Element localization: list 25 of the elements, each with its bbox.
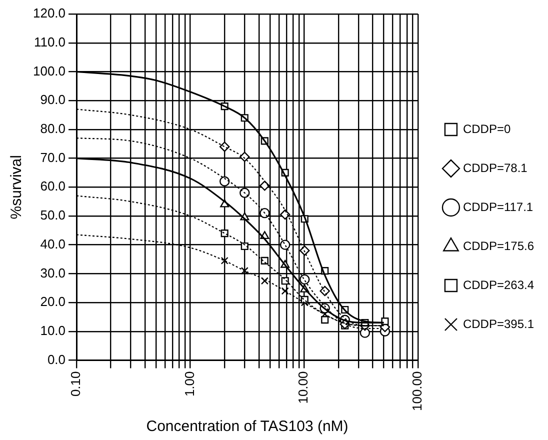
y-tick-label: 100.0 <box>32 63 66 78</box>
y-tick-label: 90.0 <box>40 92 66 108</box>
y-tick-label: 80.0 <box>40 120 66 136</box>
y-tick-label: 20.0 <box>40 294 66 310</box>
y-tick-label: 50.0 <box>40 208 66 223</box>
y-tick-label: 30.0 <box>40 265 66 280</box>
x-axis-title: Concentration of TAS103 (nM) <box>146 418 348 436</box>
y-tick-label: 70.0 <box>40 150 66 165</box>
legend-label: CDDP=395.1 <box>462 316 534 331</box>
legend-label: CDDP=117.1 <box>462 200 534 214</box>
y-axis-title: %survival <box>8 155 26 220</box>
x-tick-label: 1.00 <box>182 371 197 397</box>
y-tick-label: 10.0 <box>40 322 66 338</box>
legend-label: CDDP=175.6 <box>462 238 534 253</box>
y-tick-label: 40.0 <box>40 236 66 252</box>
x-tick-label: 100.00 <box>410 371 425 412</box>
legend-label: CDDP=0 <box>462 122 511 136</box>
legend-label: CDDP=78.1 <box>462 160 528 175</box>
legend-label: CDDP=263.4 <box>462 278 534 292</box>
y-tick-label: 0.0 <box>47 352 66 367</box>
x-tick-label: 10.00 <box>296 371 311 404</box>
y-tick-label: 120.0 <box>32 6 66 21</box>
y-tick-label: 110.0 <box>34 34 66 50</box>
y-tick-label: 60.0 <box>40 178 66 194</box>
x-tick-label: 0.10 <box>68 371 84 397</box>
